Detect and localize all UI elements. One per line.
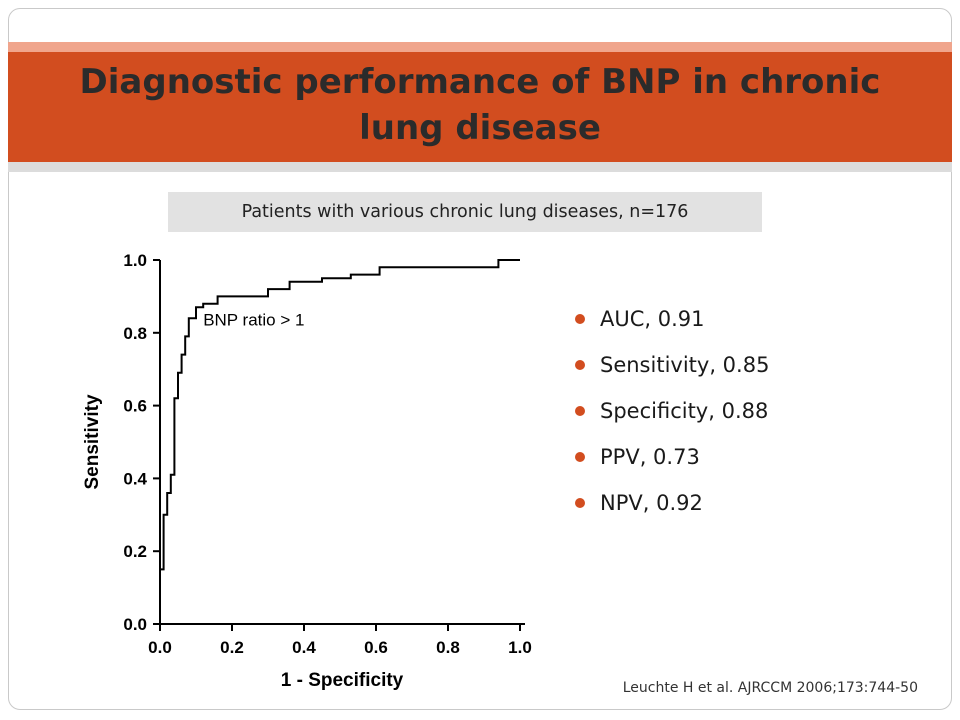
citation: Leuchte H et al. AJRCCM 2006;173:744-50 <box>622 680 918 696</box>
subtitle-box: Patients with various chronic lung disea… <box>168 192 762 232</box>
roc-curve <box>159 259 520 624</box>
stat-text: NPV, 0.92 <box>600 491 703 515</box>
stats-list: AUC, 0.91 Sensitivity, 0.85 Specificity,… <box>575 296 769 526</box>
x-tick-label: 0.8 <box>436 638 460 657</box>
y-tick-label: 0.2 <box>123 542 147 561</box>
stat-npv: NPV, 0.92 <box>575 480 769 526</box>
y-tick-label: 0.6 <box>123 397 147 416</box>
y-axis-label: Sensitivity <box>82 394 103 489</box>
stat-text: AUC, 0.91 <box>600 307 705 331</box>
x-tick-label: 0.0 <box>148 638 172 657</box>
stat-specificity: Specificity, 0.88 <box>575 388 769 434</box>
x-tick-label: 1.0 <box>508 638 532 657</box>
title-band <box>8 52 952 162</box>
y-ticks: 0.0 0.2 0.4 0.6 0.8 1.0 <box>123 251 160 634</box>
stat-text: Specificity, 0.88 <box>600 399 769 423</box>
roc-chart: 0.0 0.2 0.4 0.6 0.8 1.0 0.0 0.2 0.4 0.6 0.8 1.0 BN… <box>82 251 532 691</box>
stat-text: Sensitivity, 0.85 <box>600 353 770 377</box>
bullet-dot-icon <box>575 314 585 324</box>
roc-annotation: BNP ratio > 1 <box>203 311 304 330</box>
bullet-dot-icon <box>575 452 585 462</box>
x-axis-label: 1 - Specificity <box>281 670 404 691</box>
bullet-dot-icon <box>575 360 585 370</box>
title-band-shadow <box>8 162 952 172</box>
bullet-dot-icon <box>575 406 585 416</box>
x-tick-label: 0.6 <box>364 638 388 657</box>
y-tick-label: 0.8 <box>123 324 147 343</box>
y-tick-label: 0.4 <box>123 469 147 488</box>
stat-sensitivity: Sensitivity, 0.85 <box>575 342 769 388</box>
bullet-dot-icon <box>575 498 585 508</box>
x-tick-label: 0.2 <box>220 638 244 657</box>
title-band-accent <box>8 42 952 52</box>
slide-title: Diagnostic performance of BNP in chronic… <box>79 62 881 148</box>
x-ticks: 0.0 0.2 0.4 0.6 0.8 1.0 <box>148 624 532 657</box>
stat-text: PPV, 0.73 <box>600 445 700 469</box>
plot-frame <box>159 260 525 625</box>
stat-ppv: PPV, 0.73 <box>575 434 769 480</box>
stat-auc: AUC, 0.91 <box>575 296 769 342</box>
x-tick-label: 0.4 <box>292 638 316 657</box>
y-tick-label: 1.0 <box>123 251 147 270</box>
y-tick-label: 0.0 <box>123 615 147 634</box>
